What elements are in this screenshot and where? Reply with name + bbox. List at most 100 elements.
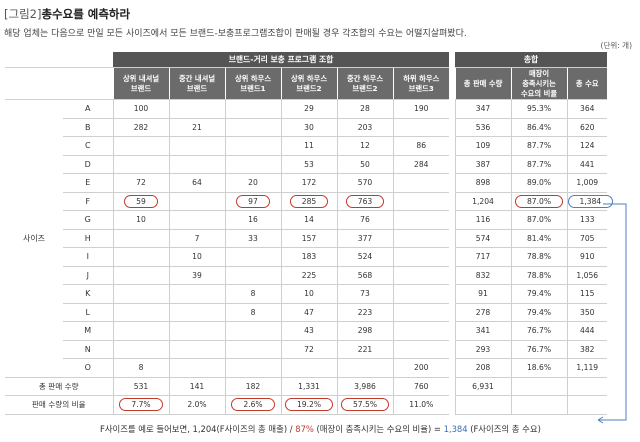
table-cell: 28 <box>336 99 393 119</box>
footer-value: 141 <box>189 381 205 391</box>
table-cell <box>392 210 450 230</box>
table-cell: 21 <box>168 118 225 137</box>
cell-value: 59 <box>124 194 158 208</box>
table-row: N 72 221 293 76.7% 382 <box>5 340 608 359</box>
column-gap <box>449 284 456 303</box>
cell-value: 298 <box>357 326 373 336</box>
column-gap <box>449 136 456 155</box>
total-value: 76.7% <box>526 344 552 354</box>
cell-value: 524 <box>357 252 373 262</box>
footer-cell: 19.2% <box>280 395 337 415</box>
total-cell: 293 <box>454 340 512 359</box>
total-column-header: 총 판매 수량 <box>454 67 512 100</box>
table-cell: 223 <box>336 303 393 322</box>
table-cell <box>224 321 281 341</box>
table-cell: 8 <box>224 303 281 322</box>
total-cell: 341 <box>454 321 512 341</box>
table-cell <box>392 284 450 304</box>
table-cell: 203 <box>336 118 393 137</box>
total-cell: 444 <box>566 321 608 341</box>
table-cell <box>224 266 281 285</box>
table-row: H 7 33 157 377 574 81.4% 705 <box>5 229 608 248</box>
cell-value: 7 <box>194 233 200 243</box>
table-cell <box>224 340 281 359</box>
cell-value: 47 <box>304 307 314 317</box>
row-label: L <box>63 303 113 322</box>
table-cell: 377 <box>336 229 393 248</box>
footer-value: 19.2% <box>284 398 334 412</box>
table-cell: 11 <box>280 136 337 156</box>
table-cell: 86 <box>392 136 450 156</box>
total-value: 87.7% <box>526 141 552 151</box>
total-cell: 620 <box>566 118 608 137</box>
table-cell <box>392 321 450 341</box>
column-header: 상위 하우스 브랜드2 <box>280 67 337 100</box>
footer-value: 2.0% <box>187 400 207 410</box>
table-cell <box>112 303 169 322</box>
footer-total-cell <box>566 377 608 396</box>
total-value: 293 <box>475 344 491 354</box>
total-value: 76.7% <box>526 326 552 336</box>
footer-row: 판매 수량의 비율 7.7% 2.0% 2.6% 19.2% 57.5% 11.0% <box>5 395 608 415</box>
total-cell: 1,056 <box>566 266 608 285</box>
column-gap <box>449 377 456 396</box>
cell-value: 568 <box>357 270 373 280</box>
table-cell <box>168 284 225 304</box>
row-label: I <box>63 247 113 267</box>
total-value: 81.4% <box>526 233 552 243</box>
footer-value: 7.7% <box>119 398 163 412</box>
cell-value: 73 <box>360 289 370 299</box>
total-cell: 76.7% <box>510 321 568 341</box>
cell-value: 97 <box>236 194 270 208</box>
cell-value: 30 <box>304 122 314 132</box>
table-row: M 43 298 341 76.7% 444 <box>5 321 608 341</box>
unit-label: (단위: 개) <box>600 41 632 50</box>
total-value: 133 <box>580 215 595 225</box>
total-value: 350 <box>580 307 595 317</box>
total-cell: 364 <box>566 99 608 119</box>
total-value: 898 <box>475 178 491 188</box>
table-cell: 200 <box>392 358 450 378</box>
total-cell: 87.7% <box>510 155 568 174</box>
table-cell: 157 <box>280 229 337 248</box>
table-cell: 59 <box>112 192 169 211</box>
cell-value: 203 <box>357 122 373 132</box>
total-cell: 1,119 <box>566 358 608 378</box>
column-gap <box>449 192 456 211</box>
column-gap <box>449 321 456 340</box>
footer-total-cell <box>566 395 608 415</box>
total-value: 1,009 <box>576 178 599 188</box>
table-cell: 298 <box>336 321 393 341</box>
total-cell: 278 <box>454 303 512 322</box>
table-cell <box>392 266 450 285</box>
table-cell <box>168 192 225 211</box>
cell-value: 223 <box>357 307 373 317</box>
total-value: 91 <box>478 289 488 299</box>
total-value: 86.4% <box>526 122 552 132</box>
note-prefix: F사이즈를 예로 들어보면, 1,204(F사이즈의 총 매출) / <box>100 424 296 434</box>
table-row: K 8 10 73 91 79.4% 115 <box>5 284 608 304</box>
table-cell: 570 <box>336 173 393 193</box>
footer-label: 총 판매 수량 <box>5 377 113 396</box>
cell-value: 10 <box>136 215 146 225</box>
total-cell: 18.6% <box>510 358 568 378</box>
total-cell: 208 <box>454 358 512 378</box>
cell-value: 53 <box>304 159 314 169</box>
cell-value: 284 <box>414 159 429 169</box>
table-cell: 30 <box>280 118 337 137</box>
table-row: 사이즈 A 100 29 28 190 347 95.3% 364 <box>5 99 608 378</box>
column-gap <box>449 395 456 414</box>
footer-cell: 141 <box>168 377 225 396</box>
table-cell <box>168 358 225 378</box>
column-gap <box>449 303 456 322</box>
cell-value: 72 <box>136 178 146 188</box>
cell-value: 72 <box>304 344 314 354</box>
column-gap <box>449 118 456 137</box>
table-cell: 73 <box>336 284 393 304</box>
table-row: O 8 200 208 18.6% 1,119 <box>5 358 608 378</box>
footer-cell: 11.0% <box>392 395 450 415</box>
column-gap <box>449 266 456 285</box>
column-header: 상위 내셔널 브랜드 <box>112 67 169 100</box>
column-gap <box>449 155 456 174</box>
table-cell <box>168 340 225 359</box>
